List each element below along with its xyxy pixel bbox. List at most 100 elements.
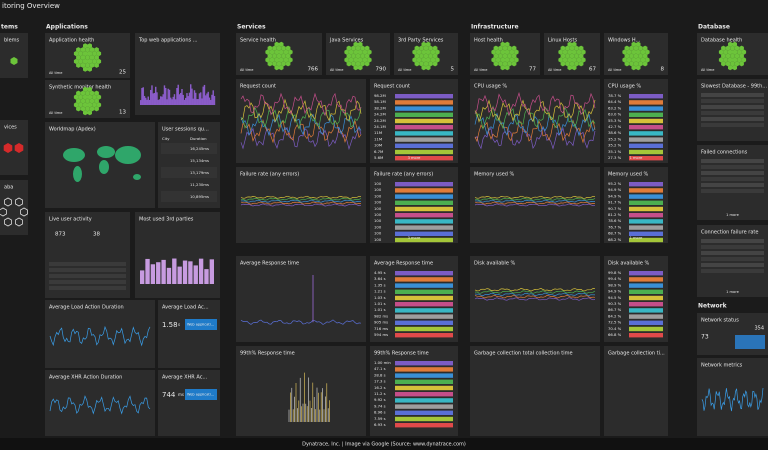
hexagon xyxy=(87,102,92,108)
list-value: 94.9 % xyxy=(608,193,622,198)
list-bar xyxy=(629,206,663,212)
hexagon xyxy=(421,41,426,47)
list-value: 8.96 s xyxy=(374,410,386,415)
metric-value: 5 xyxy=(451,67,455,73)
list-bar xyxy=(395,333,453,338)
tile-title: Average Load Ac... xyxy=(162,305,209,311)
hexagon xyxy=(348,49,354,55)
list-value: 100 xyxy=(374,200,382,205)
list-bar xyxy=(395,385,453,391)
hexagon xyxy=(87,86,92,92)
metric-value: 38 xyxy=(93,232,100,238)
hexagon xyxy=(353,41,358,47)
tile-title: Top web applications ... xyxy=(138,38,198,44)
list-bar xyxy=(395,367,453,372)
hexagon xyxy=(89,47,95,53)
hexagon xyxy=(15,197,23,207)
area-slice xyxy=(177,84,179,105)
list-value: 76.7 % xyxy=(608,224,622,229)
tile xyxy=(236,346,366,436)
hexagon xyxy=(739,53,744,59)
list-value: 1.03 s xyxy=(374,295,386,300)
hexagon xyxy=(364,61,370,67)
hexagon xyxy=(730,61,735,67)
list-value: 1.01 s xyxy=(374,301,386,306)
list-value: 27.3 % xyxy=(608,155,622,160)
bar xyxy=(145,258,150,284)
button xyxy=(185,389,217,400)
hexagon xyxy=(353,57,358,63)
tile-title: Disk available % xyxy=(474,261,515,267)
list-bar xyxy=(395,295,453,301)
hexagon xyxy=(15,217,23,227)
hexagon xyxy=(416,49,422,55)
hexagon xyxy=(725,45,731,51)
area-slice xyxy=(200,92,202,105)
tile xyxy=(470,346,600,436)
hexagon xyxy=(0,207,7,217)
list-row xyxy=(701,105,764,109)
list-value: 99.4 % xyxy=(608,276,622,281)
hexagon xyxy=(728,49,733,55)
hexagon xyxy=(353,49,358,55)
chart-line xyxy=(474,203,596,207)
tile-title: Average Response time xyxy=(374,261,433,267)
area-slice xyxy=(181,88,183,105)
tile xyxy=(0,180,28,235)
list-bar xyxy=(395,308,453,313)
hexagon xyxy=(645,49,650,55)
area-slice xyxy=(211,94,213,105)
tile-title: CPU usage % xyxy=(608,84,641,90)
hexagon xyxy=(572,49,577,55)
table-cell: 13,179ms xyxy=(190,170,209,175)
list-value: 11M xyxy=(374,130,382,135)
hexagon xyxy=(624,53,630,59)
hexagon xyxy=(76,106,81,112)
hexagon xyxy=(358,49,363,55)
hexagon xyxy=(633,45,639,51)
list-value: 100 xyxy=(374,181,382,186)
hexagon xyxy=(725,53,731,59)
hexagon xyxy=(94,90,99,96)
hexagon xyxy=(728,65,733,71)
tile-title: Memory used % xyxy=(474,172,515,178)
hexagon xyxy=(276,61,282,67)
tile-title: Request count xyxy=(374,84,410,90)
hexagon xyxy=(725,61,731,67)
hexagon xyxy=(718,49,724,55)
metric-value: 77 xyxy=(529,67,536,73)
area-slice xyxy=(172,96,174,105)
hexagon xyxy=(493,45,499,51)
hexagon xyxy=(737,57,742,63)
list-bar xyxy=(395,392,453,397)
area-slice xyxy=(178,94,181,105)
bar xyxy=(150,264,156,284)
hexagon xyxy=(89,98,95,104)
hexagon xyxy=(560,45,566,51)
area-slice xyxy=(151,85,153,105)
button-label: Web applicati... xyxy=(187,393,214,397)
hexagon xyxy=(364,53,370,59)
list-value: 95.2 % xyxy=(608,181,622,186)
area-slice xyxy=(153,92,156,105)
tile xyxy=(135,212,220,298)
area-slice xyxy=(140,100,142,105)
list-value: 90.3 % xyxy=(608,301,622,306)
hexagon xyxy=(285,61,291,67)
area-slice xyxy=(176,88,178,105)
list-value: 38.2M xyxy=(374,105,386,110)
hexagon xyxy=(721,45,726,51)
list-bar xyxy=(629,283,663,288)
metric-unit: ms xyxy=(178,392,184,397)
list-bar xyxy=(395,277,453,282)
hexagon xyxy=(276,45,282,51)
hexagon xyxy=(430,49,436,55)
metric-value: 354 xyxy=(754,326,764,332)
hexagon xyxy=(80,90,86,96)
hexagon xyxy=(283,49,289,55)
list-bar xyxy=(395,379,453,384)
hexagon xyxy=(4,217,12,227)
hexagon xyxy=(569,61,575,67)
hexagon xyxy=(358,41,363,47)
hexagon xyxy=(636,49,641,55)
